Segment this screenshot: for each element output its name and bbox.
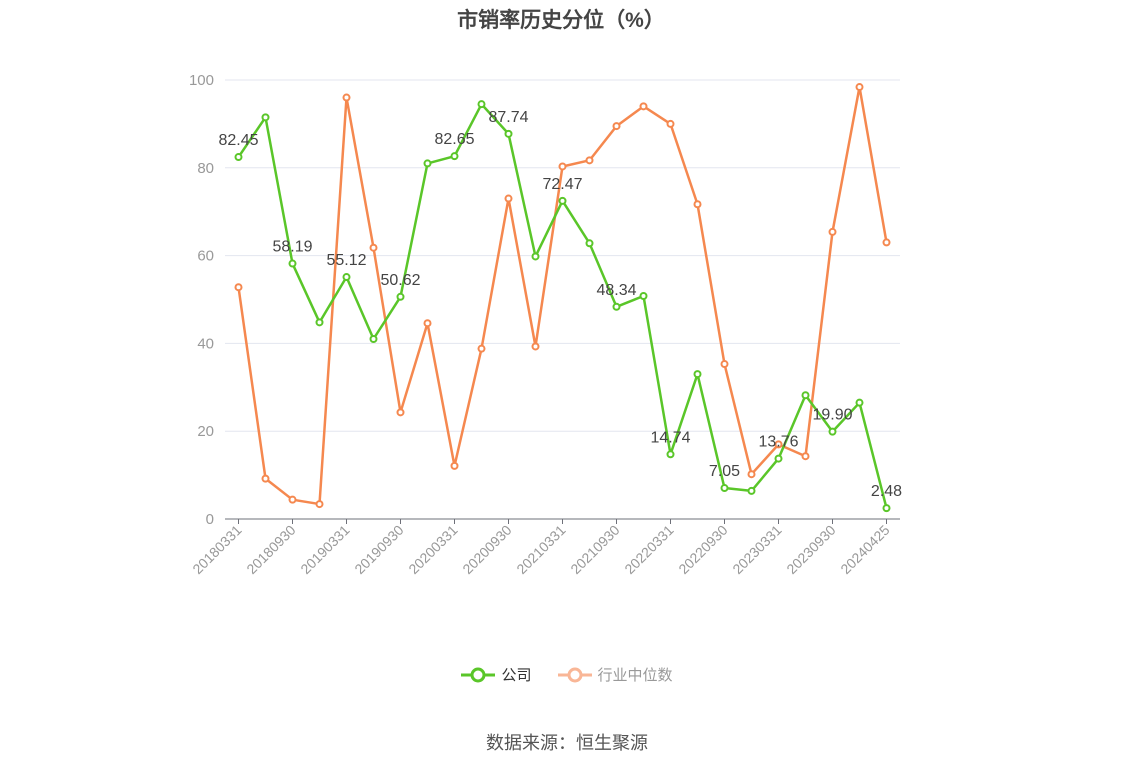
data-point-industry [531, 342, 540, 351]
x-tick-label: 20210930 [567, 522, 623, 578]
data-point-company [855, 398, 864, 407]
data-point-company [693, 370, 702, 379]
data-source: 数据来源：恒生聚源 [486, 733, 648, 753]
data-point-company [342, 273, 351, 282]
line-chart: 0 20 40 60 80 100 201803312018093020190331201… [189, 72, 902, 578]
data-point-industry [315, 500, 324, 509]
data-point-industry [396, 408, 405, 417]
data-point-industry [369, 243, 378, 252]
x-axis: 2018033120180930201903312019093020200331… [189, 518, 900, 578]
data-point-company [720, 484, 729, 493]
data-label: 48.34 [596, 282, 636, 299]
data-point-industry [504, 194, 513, 203]
data-label: 82.65 [434, 131, 474, 148]
data-point-industry [558, 162, 567, 171]
data-point-company [666, 450, 675, 459]
x-tick-label: 20200331 [405, 522, 461, 578]
data-label: 82.45 [218, 132, 258, 149]
data-point-industry [720, 360, 729, 369]
y-tick-label: 20 [197, 423, 214, 440]
data-point-industry [342, 93, 351, 102]
y-tick-label: 60 [197, 248, 214, 265]
data-point-company [450, 152, 459, 161]
data-label: 87.74 [488, 109, 528, 126]
data-point-industry [666, 119, 675, 128]
data-point-company [261, 113, 270, 122]
data-point-company [774, 454, 783, 463]
x-tick-label: 20190930 [351, 522, 407, 578]
data-point-industry [477, 344, 486, 353]
x-tick-label: 20190331 [297, 522, 353, 578]
chart-title: 市销率历史分位（%） [457, 9, 665, 32]
data-point-company [288, 259, 297, 268]
x-tick-label: 20230930 [783, 522, 839, 578]
x-tick-label: 20220331 [621, 522, 677, 578]
data-point-company [585, 239, 594, 248]
x-tick-label: 20230331 [729, 522, 785, 578]
y-tick-label: 0 [206, 511, 214, 528]
y-tick-label: 80 [197, 160, 214, 177]
data-point-industry [261, 474, 270, 483]
data-point-industry [639, 102, 648, 111]
data-point-company [639, 291, 648, 300]
data-point-company [315, 318, 324, 327]
y-tick-label: 100 [189, 72, 214, 89]
data-point-company [801, 391, 810, 400]
data-point-industry [774, 440, 783, 449]
data-point-industry [234, 283, 243, 292]
x-tick-label: 20200930 [459, 522, 515, 578]
data-label: 14.74 [650, 429, 690, 446]
data-point-industry [423, 319, 432, 328]
data-point-company [396, 292, 405, 301]
data-label: 2.48 [871, 483, 902, 500]
data-point-company [531, 252, 540, 261]
data-point-company [477, 100, 486, 109]
series-layer [234, 83, 891, 513]
legend-label-industry: 行业中位数 [597, 667, 673, 684]
x-tick-label: 20220930 [675, 522, 731, 578]
legend: 公司 行业中位数 [0, 664, 1134, 685]
legend-item-company[interactable]: 公司 [461, 664, 532, 685]
legend-label-company: 公司 [501, 667, 532, 684]
data-point-company [369, 335, 378, 344]
data-point-industry [585, 156, 594, 165]
data-point-company [558, 196, 567, 205]
data-labels: 82.45 58.19 55.12 50.62 82.65 87.74 72.47 48.34… [218, 109, 902, 500]
data-point-industry [855, 83, 864, 92]
data-label: 7.05 [709, 463, 740, 480]
data-point-industry [747, 470, 756, 479]
data-label: 19.90 [812, 407, 852, 424]
data-point-company [828, 427, 837, 436]
y-tick-label: 40 [197, 335, 214, 352]
data-point-industry [882, 238, 891, 247]
legend-line-circle-icon [557, 667, 592, 682]
data-label: 55.12 [326, 252, 366, 269]
data-point-industry [693, 200, 702, 209]
data-point-company [747, 486, 756, 495]
data-point-company [882, 504, 891, 513]
legend-line-circle-icon [461, 667, 496, 682]
data-label: 50.62 [380, 272, 420, 289]
data-label: 13.76 [758, 434, 798, 451]
x-tick-label: 20210331 [513, 522, 569, 578]
x-tick-label: 20180930 [243, 522, 299, 578]
data-point-company [504, 129, 513, 138]
data-label: 58.19 [272, 239, 312, 256]
data-point-industry [288, 495, 297, 504]
legend-item-industry[interactable]: 行业中位数 [557, 664, 673, 685]
data-point-industry [612, 122, 621, 131]
data-point-company [423, 159, 432, 168]
y-axis: 0 20 40 60 80 100 [189, 72, 214, 528]
data-point-company [234, 153, 243, 162]
data-point-industry [801, 452, 810, 461]
data-point-industry [828, 227, 837, 236]
data-point-industry [450, 461, 459, 470]
data-label: 72.47 [542, 176, 582, 193]
data-point-company [612, 302, 621, 311]
x-tick-label: 20180331 [189, 522, 245, 578]
x-tick-label: 20240425 [837, 522, 893, 578]
